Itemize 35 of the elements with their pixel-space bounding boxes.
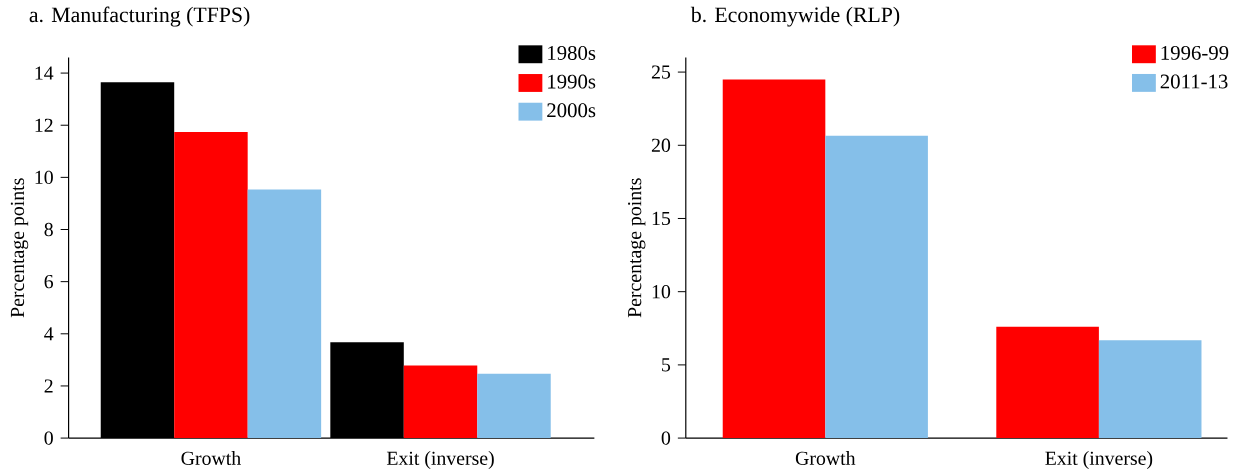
bar [996, 327, 1099, 439]
y-axis-title: Percentage points [628, 178, 646, 318]
bar [1098, 340, 1202, 439]
y-tick-label: 20 [651, 138, 671, 153]
y-tick-label: 0 [661, 431, 671, 445]
y-tick-label: 5 [662, 358, 671, 372]
y-axis-title: Percentage points [10, 178, 29, 318]
x-tick-label: Exit (inverse) [386, 451, 494, 470]
y-tick-label: 2 [44, 379, 53, 393]
y-tick-label: 12 [35, 118, 53, 132]
y-tick-label: 14 [35, 66, 54, 80]
legend-label: 1980s [548, 46, 596, 61]
legend-label: 1996-99 [1161, 46, 1229, 61]
y-tick-label: 6 [44, 275, 54, 289]
y-tick-label: 10 [35, 170, 53, 185]
y-tick-label: 8 [44, 223, 53, 237]
legend-label: 1990s [548, 74, 596, 89]
y-tick-label: 4 [44, 327, 54, 341]
x-tick-label: Exit (inverse) [1045, 451, 1153, 470]
chart-title: b. Economywide (RLP) [690, 7, 900, 27]
bar [174, 132, 248, 439]
bar [825, 135, 928, 439]
x-tick-label: Growth [795, 451, 856, 466]
y-tick-label: 25 [651, 65, 671, 79]
legend-label: 2011-13 [1160, 74, 1228, 89]
y-tick-label: 15 [652, 212, 671, 226]
y-tick-label: 10 [652, 285, 671, 299]
bar [247, 189, 322, 439]
bar [722, 79, 826, 439]
legend-label: 2000s [547, 103, 596, 118]
bar [403, 365, 478, 439]
chart-title: a. Manufacturing (TFPS) [29, 6, 250, 27]
x-tick-label: Growth [181, 451, 241, 466]
y-tick-label: 0 [44, 431, 53, 445]
bar [477, 373, 551, 439]
